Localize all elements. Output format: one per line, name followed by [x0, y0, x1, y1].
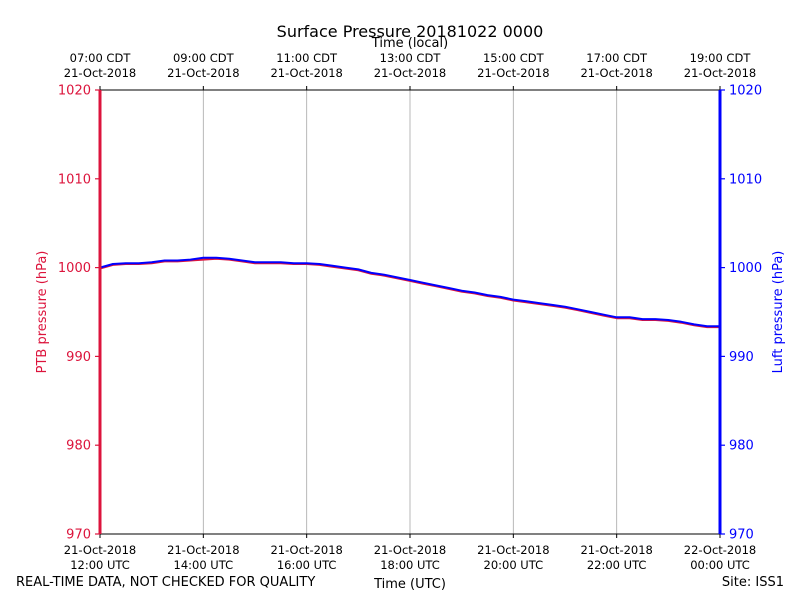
- x-tick-time-label: 16:00 UTC: [277, 558, 337, 572]
- x-tick-date-label: 21-Oct-2018: [167, 543, 239, 557]
- series-layer: [99, 256, 720, 329]
- x-tick-time-label: 20:00 UTC: [484, 558, 544, 572]
- y2-tick-label: 970: [729, 528, 754, 543]
- x2-tick-date-label: 21-Oct-2018: [270, 66, 342, 80]
- x-tick-date-label: 21-Oct-2018: [64, 543, 136, 557]
- grid-layer: [202, 90, 618, 534]
- y-tick-label: 1010: [58, 172, 91, 187]
- y2-tick-label: 1020: [729, 84, 762, 99]
- chart-title: Surface Pressure 20181022 0000: [277, 22, 544, 41]
- left-axis-label: PTB pressure (hPa): [35, 251, 50, 374]
- x2-tick-time-label: 17:00 CDT: [586, 51, 648, 65]
- x2-tick-time-label: 09:00 CDT: [173, 51, 235, 65]
- x-tick-date-label: 21-Oct-2018: [374, 543, 446, 557]
- y2-tick-label: 1010: [729, 172, 762, 187]
- x2-tick-time-label: 19:00 CDT: [690, 51, 752, 65]
- x2-tick-date-label: 21-Oct-2018: [477, 66, 549, 80]
- x-tick-time-label: 14:00 UTC: [174, 558, 234, 572]
- quality-disclaimer: REAL-TIME DATA, NOT CHECKED FOR QUALITY: [16, 575, 316, 590]
- y-tick-label: 970: [66, 528, 91, 543]
- x2-tick-time-label: 07:00 CDT: [70, 51, 132, 65]
- y2-tick-label: 990: [729, 350, 754, 365]
- right-axis-label: Luft pressure (hPa): [771, 251, 786, 374]
- x2-tick-time-label: 13:00 CDT: [380, 51, 442, 65]
- y2-tick-label: 1000: [729, 261, 762, 276]
- x-tick-date-label: 21-Oct-2018: [580, 543, 652, 557]
- y-tick-label: 1020: [58, 84, 91, 99]
- x-tick-time-label: 00:00 UTC: [690, 558, 750, 572]
- y-tick-label: 980: [66, 439, 91, 454]
- site-label: Site: ISS1: [721, 575, 784, 590]
- x-tick-time-label: 22:00 UTC: [587, 558, 647, 572]
- x2-tick-date-label: 21-Oct-2018: [167, 66, 239, 80]
- y-tick-label: 990: [66, 350, 91, 365]
- x2-tick-date-label: 21-Oct-2018: [374, 66, 446, 80]
- x-tick-date-label: 21-Oct-2018: [270, 543, 342, 557]
- x2-tick-date-label: 21-Oct-2018: [684, 66, 756, 80]
- series-line-luft: [99, 256, 720, 328]
- x2-tick-date-label: 21-Oct-2018: [64, 66, 136, 80]
- x-tick-date-label: 22-Oct-2018: [684, 543, 756, 557]
- x2-tick-date-label: 21-Oct-2018: [580, 66, 652, 80]
- bottom-axis-label: Time (UTC): [373, 577, 446, 592]
- y-tick-label: 1000: [58, 261, 91, 276]
- x-tick-time-label: 18:00 UTC: [380, 558, 440, 572]
- x2-tick-time-label: 11:00 CDT: [276, 51, 338, 65]
- x-tick-time-label: 12:00 UTC: [70, 558, 130, 572]
- y2-tick-label: 980: [729, 439, 754, 454]
- top-axis-label: Time (local): [371, 36, 448, 51]
- x-tick-date-label: 21-Oct-2018: [477, 543, 549, 557]
- x2-tick-time-label: 15:00 CDT: [483, 51, 545, 65]
